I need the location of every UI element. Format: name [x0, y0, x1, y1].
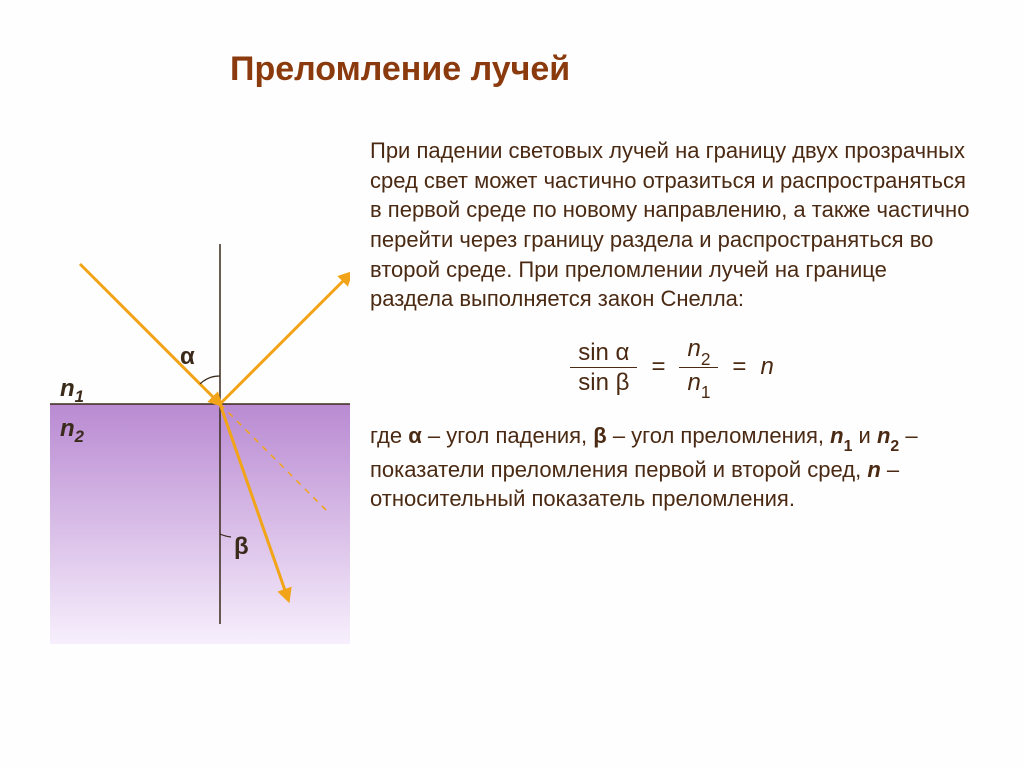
- lhs-num: sin α: [570, 340, 637, 368]
- slide: Преломление лучей αβn1n2 При падении све…: [0, 0, 1024, 768]
- lhs-den: sin β: [570, 368, 637, 395]
- text-column: При падении световых лучей на границу дв…: [370, 114, 974, 536]
- formula-rhs1: n2 n1: [679, 336, 718, 399]
- svg-text:β: β: [234, 533, 249, 560]
- svg-text:n1: n1: [60, 375, 84, 406]
- slide-body: αβn1n2 При падении световых лучей на гра…: [50, 114, 974, 644]
- slide-title: Преломление лучей: [230, 50, 974, 89]
- refraction-diagram: αβn1n2: [50, 204, 350, 644]
- svg-text:α: α: [180, 343, 195, 370]
- equals-2: =: [732, 351, 746, 383]
- diagram-column: αβn1n2: [50, 114, 370, 644]
- paragraph-intro: При падении световых лучей на границу дв…: [370, 136, 974, 314]
- formula-lhs: sin α sin β: [570, 340, 637, 395]
- rhs1-num: n2: [679, 336, 718, 368]
- rhs1-den: n1: [679, 368, 718, 399]
- formula-rhs2: n: [760, 351, 773, 383]
- equals-1: =: [651, 351, 665, 383]
- snell-formula: sin α sin β = n2 n1 = n: [370, 336, 974, 399]
- paragraph-legend: где α – угол падения, β – угол преломлен…: [370, 421, 974, 514]
